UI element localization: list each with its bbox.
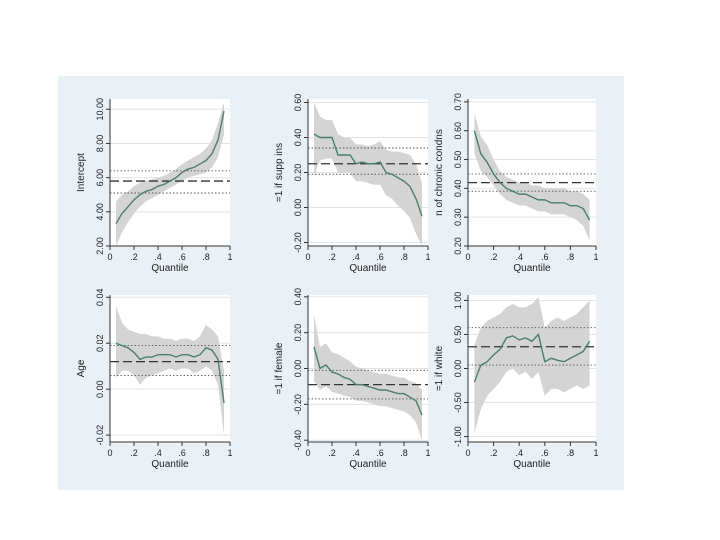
x-tick-label: 1 (425, 448, 430, 458)
y-tick-label: 6.00 (95, 169, 105, 187)
x-tick-label: 0 (107, 448, 112, 458)
x-tick-label: .8 (567, 448, 575, 458)
y-tick-label: 0.50 (453, 151, 463, 169)
y-tick-label: -0.40 (293, 430, 303, 451)
y-axis-title: =1 if white (434, 345, 445, 391)
x-tick-label: 1 (227, 252, 232, 262)
y-tick-label: 0.00 (293, 199, 303, 217)
y-tick-label: 0.60 (293, 94, 303, 112)
y-tick-label: -0.20 (293, 394, 303, 415)
x-tick-label: .6 (376, 252, 384, 262)
y-tick-label: 0.00 (95, 380, 105, 398)
quantile-estimate-line (115, 342, 225, 404)
x-tick-label: .2 (490, 448, 498, 458)
x-axis-title: Quantile (349, 263, 387, 274)
confidence-band (474, 113, 590, 241)
y-tick-label: 0.70 (453, 93, 463, 111)
panel-3: 0.20 0.30 0.40 0.50 0.60 0.70 0 .2 .4 .6 .8 1 Quanti… (434, 93, 599, 274)
x-tick-label: 1 (593, 252, 598, 262)
x-tick-label: .6 (178, 252, 186, 262)
x-tick-label: 0 (465, 448, 470, 458)
x-tick-label: .8 (202, 448, 210, 458)
confidence-band (314, 314, 422, 441)
x-tick-label: .8 (202, 252, 210, 262)
panel-5: -0.40 -0.20 0.00 0.20 0.40 0 .2 .4 .6 .8 1 Quantile… (274, 288, 431, 470)
panel-4: -0.02 0.00 0.02 0.04 0 .2 .4 .6 .8 1 Quantile Age (76, 289, 233, 470)
x-tick-label: .6 (178, 448, 186, 458)
y-tick-label: -0.50 (453, 392, 463, 413)
confidence-band (116, 306, 224, 436)
x-tick-label: .8 (400, 252, 408, 262)
quantile-estimate-line (313, 346, 423, 416)
x-tick-label: .4 (352, 448, 360, 458)
y-axis-title: n of chronic condns (434, 129, 445, 216)
x-tick-label: .6 (541, 448, 549, 458)
y-tick-label: 0.20 (453, 237, 463, 255)
y-tick-label: -0.02 (95, 425, 105, 446)
x-axis-title: Quantile (151, 263, 189, 274)
y-axis-title: =1 if supp ins (274, 143, 285, 202)
x-axis-title: Quantile (349, 459, 387, 470)
y-tick-label: -0.20 (293, 232, 303, 253)
y-axis-title: =1 if female (274, 342, 285, 394)
x-tick-label: .2 (328, 252, 336, 262)
x-tick-label: .4 (154, 448, 162, 458)
panel-1: 2.00 4.00 6.00 8.00 10.00 0 .2 .4 .6 .8 1 Quantile I… (76, 98, 233, 274)
y-tick-label: 2.00 (95, 237, 105, 255)
x-axis-title: Quantile (513, 459, 551, 470)
y-tick-label: 0.02 (95, 334, 105, 352)
y-tick-label: 8.00 (95, 135, 105, 153)
x-axis-title: Quantile (151, 459, 189, 470)
quantile-estimate-line (473, 130, 591, 221)
x-tick-label: .6 (541, 252, 549, 262)
x-tick-label: .4 (515, 252, 523, 262)
y-tick-label: 1.00 (453, 292, 463, 310)
x-axis-title: Quantile (513, 263, 551, 274)
y-tick-label: 0.20 (293, 324, 303, 342)
x-tick-label: .2 (328, 448, 336, 458)
x-tick-label: 1 (593, 448, 598, 458)
panel-2: -0.20 0.00 0.20 0.40 0.60 0 .2 .4 .6 .8 1 Quantile =… (274, 94, 431, 274)
y-tick-label: -1.00 (453, 426, 463, 447)
x-tick-label: 0 (465, 252, 470, 262)
y-tick-label: 0.20 (293, 164, 303, 182)
x-tick-label: .8 (400, 448, 408, 458)
y-tick-label: 0.40 (453, 180, 463, 198)
x-tick-label: 0 (305, 448, 310, 458)
x-tick-label: .8 (567, 252, 575, 262)
x-tick-label: .2 (490, 252, 498, 262)
x-tick-label: 1 (227, 448, 232, 458)
x-tick-label: .6 (376, 448, 384, 458)
y-tick-label: 0.40 (293, 129, 303, 147)
confidence-band (116, 102, 224, 246)
x-tick-label: 0 (107, 252, 112, 262)
y-tick-label: 0.60 (453, 122, 463, 140)
quantile-estimate-line (473, 333, 591, 383)
y-tick-label: 0.00 (293, 360, 303, 378)
y-tick-label: 0.04 (95, 289, 105, 307)
x-tick-label: .4 (352, 252, 360, 262)
panel-6: -1.00 -0.50 0.00 0.50 1.00 0 .2 .4 .6 .8 1 Quantile… (434, 292, 599, 470)
x-tick-label: .4 (515, 448, 523, 458)
y-tick-label: 0.00 (453, 360, 463, 378)
x-tick-label: .2 (130, 252, 138, 262)
x-tick-label: .2 (130, 448, 138, 458)
figure-background: 2.00 4.00 6.00 8.00 10.00 0.2.4.6.8 1 Quantile I… (58, 76, 624, 490)
y-axis-title: Age (76, 359, 87, 377)
y-axis-title: Intercept (76, 153, 87, 192)
quantile-estimate-line (313, 133, 423, 217)
y-tick-label: 10.00 (95, 98, 105, 121)
x-tick-label: 1 (425, 252, 430, 262)
quantile-estimate-line (115, 110, 225, 225)
y-tick-label: 0.50 (453, 326, 463, 344)
y-tick-label: 4.00 (95, 203, 105, 221)
y-tick-label: 0.30 (453, 208, 463, 226)
x-tick-label: .4 (154, 252, 162, 262)
y-tick-label: 0.40 (293, 288, 303, 306)
x-tick-label: 0 (305, 252, 310, 262)
